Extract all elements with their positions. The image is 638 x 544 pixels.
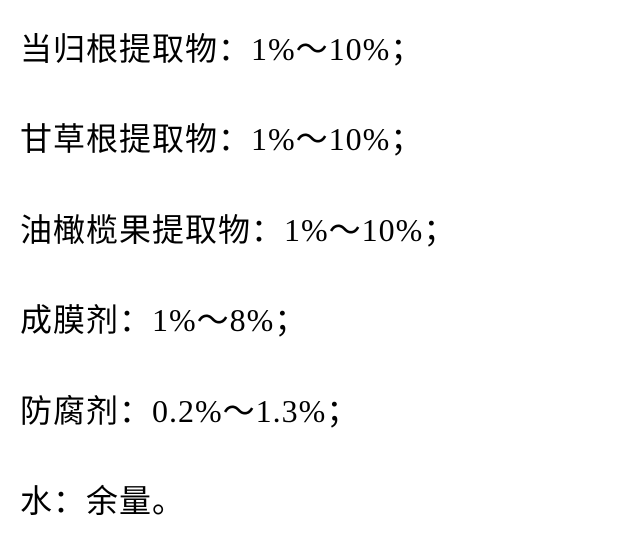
- ingredient-value: 1%～8%；: [152, 302, 307, 338]
- ingredient-line-4: 成膜剂：1%～8%；: [20, 301, 618, 339]
- ingredient-label: 甘草根提取物：: [20, 121, 251, 157]
- ingredient-value: 1%～10%；: [284, 212, 456, 248]
- ingredient-label: 油橄榄果提取物：: [20, 212, 284, 248]
- ingredient-line-3: 油橄榄果提取物：1%～10%；: [20, 211, 618, 249]
- ingredient-value: 余量。: [86, 483, 185, 519]
- ingredient-label: 成膜剂：: [20, 302, 152, 338]
- ingredient-value: 0.2%～1.3%；: [152, 393, 359, 429]
- ingredient-line-2: 甘草根提取物：1%～10%；: [20, 120, 618, 158]
- ingredient-label: 当归根提取物：: [20, 31, 251, 67]
- ingredient-value: 1%～10%；: [251, 31, 423, 67]
- ingredient-label: 水：: [20, 483, 86, 519]
- ingredient-line-6: 水：余量。: [20, 482, 618, 520]
- ingredient-value: 1%～10%；: [251, 121, 423, 157]
- ingredient-label: 防腐剂：: [20, 393, 152, 429]
- ingredient-line-1: 当归根提取物：1%～10%；: [20, 30, 618, 68]
- ingredient-line-5: 防腐剂：0.2%～1.3%；: [20, 392, 618, 430]
